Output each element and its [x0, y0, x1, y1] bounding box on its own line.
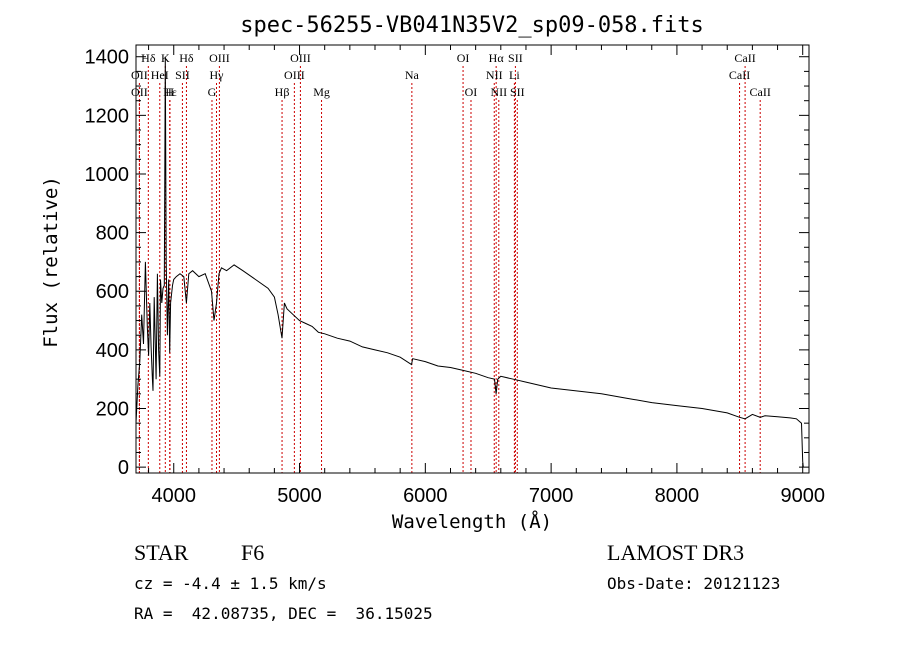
line-marker-label: Hα	[489, 51, 505, 65]
x-tick-label: 7000	[529, 485, 574, 507]
line-marker-label: Mg	[313, 85, 330, 99]
line-marker-label: OII	[131, 85, 148, 99]
line-marker-label: SII	[510, 85, 525, 99]
line-marker-label: OI	[457, 51, 470, 65]
line-marker-label: Hγ	[210, 68, 225, 82]
spectrum-line	[135, 56, 804, 468]
line-marker-label: OIII	[290, 51, 311, 65]
line-marker-label: Li	[509, 68, 520, 82]
survey-name: LAMOST DR3	[607, 540, 745, 565]
line-marker-label: SII	[175, 68, 190, 82]
x-tick-label: 5000	[277, 485, 322, 507]
y-tick-label: 200	[96, 399, 129, 421]
line-marker-label: OIII	[209, 51, 230, 65]
y-axis-label: Flux (relative)	[40, 176, 62, 348]
line-marker-label: OIII	[284, 68, 305, 82]
object-class: STAR	[134, 540, 189, 565]
line-marker-label: OI	[465, 85, 478, 99]
plot-frame	[135, 44, 810, 474]
y-tick-label: 800	[96, 223, 129, 245]
x-tick-label: 6000	[403, 485, 448, 507]
x-axis-label: Wavelength (Å)	[392, 510, 552, 533]
y-tick-label: 1400	[85, 47, 130, 69]
y-tick-label: 1200	[85, 105, 130, 127]
line-marker-label: CaII	[750, 85, 771, 99]
x-tick-label: 4000	[151, 485, 196, 507]
x-tick-label: 9000	[780, 485, 825, 507]
x-axis-ticks: 4000 5000 6000 7000 8000 9000	[148, 45, 825, 507]
line-marker-label: NII	[490, 85, 507, 99]
line-marker-label: Hβ	[275, 85, 290, 99]
redshift-velocity: cz = -4.4 ± 1.5 km/s	[134, 574, 327, 593]
y-tick-label: 1000	[85, 164, 130, 186]
object-subclass: F6	[241, 540, 265, 565]
y-axis-ticks: 0 200 400 600 800 1000 1200 1400	[85, 47, 809, 479]
line-marker-label: CaII	[729, 68, 750, 82]
y-tick-label: 600	[96, 281, 129, 303]
sky-coordinates: RA = 42.08735, DEC = 36.15025	[134, 604, 433, 623]
line-marker-label: Hε	[163, 85, 177, 99]
x-tick-label: 8000	[655, 485, 700, 507]
y-tick-label: 400	[96, 340, 129, 362]
y-tick-label: 0	[118, 457, 129, 479]
line-marker-label: Na	[405, 68, 420, 82]
line-marker-label: Hδ	[141, 51, 156, 65]
observation-date: Obs-Date: 20121123	[607, 574, 781, 593]
line-marker-label: H	[165, 85, 174, 99]
chart-title: spec-56255-VB041N35V2_sp09-058.fits	[240, 13, 704, 38]
line-marker-label: HeI	[151, 68, 169, 82]
line-marker-label: NII	[486, 68, 503, 82]
line-marker-label: G	[208, 85, 217, 99]
line-marker-label: Hδ	[179, 51, 194, 65]
line-marker-label: CaII	[734, 51, 755, 65]
line-marker-label: SII	[508, 51, 523, 65]
line-marker-label: OII	[131, 68, 148, 82]
line-markers	[138, 66, 761, 473]
